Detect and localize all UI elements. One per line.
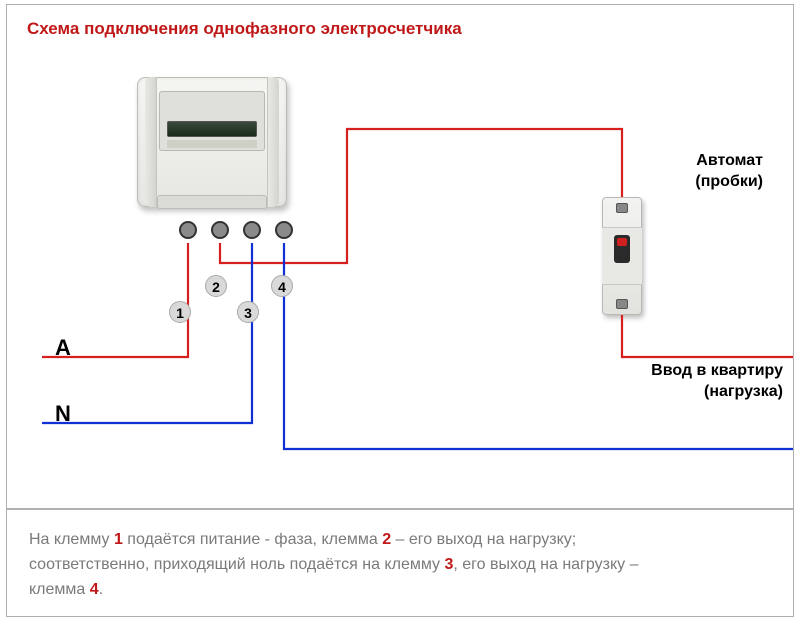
caption-line2: соответственно, приходящий ноль подаётся… xyxy=(29,553,771,578)
badge-2: 2 xyxy=(205,275,227,297)
caption-line1: На клемму 1 подаётся питание - фаза, кле… xyxy=(29,528,771,553)
breaker-switch xyxy=(614,235,630,263)
label-breaker-line2: (пробки) xyxy=(695,173,763,190)
label-load: Ввод в квартиру (нагрузка) xyxy=(651,361,783,403)
meter-label-strip xyxy=(167,140,257,148)
electric-meter xyxy=(137,77,287,212)
diagram-panel: Схема подключения однофазного электросче… xyxy=(6,4,794,509)
meter-rail-left xyxy=(145,77,157,207)
caption-num-1: 1 xyxy=(114,531,123,548)
caption-panel: На клемму 1 подаётся питание - фаза, кле… xyxy=(6,509,794,617)
badge-3: 3 xyxy=(237,301,259,323)
meter-terminal-cover xyxy=(157,195,267,209)
terminal-1 xyxy=(179,221,197,239)
diagram-title: Схема подключения однофазного электросче… xyxy=(27,19,462,39)
wiring-svg xyxy=(7,5,795,510)
wire-neutral-in xyxy=(42,243,252,423)
label-load-line2: (нагрузка) xyxy=(704,383,783,400)
meter-lcd xyxy=(167,121,257,137)
breaker-terminal-top xyxy=(616,203,628,213)
caption-num-2: 2 xyxy=(382,531,391,548)
label-breaker-line1: Автомат xyxy=(696,152,763,169)
terminal-4 xyxy=(275,221,293,239)
label-load-line1: Ввод в квартиру xyxy=(651,362,783,379)
badge-1: 1 xyxy=(169,301,191,323)
breaker-terminal-bottom xyxy=(616,299,628,309)
label-neutral-N: N xyxy=(55,401,71,427)
meter-rail-right xyxy=(267,77,279,207)
caption-line3: клемма 4. xyxy=(29,578,771,603)
terminal-3 xyxy=(243,221,261,239)
badge-4: 4 xyxy=(271,275,293,297)
label-phase-A: A xyxy=(55,335,71,361)
label-breaker: Автомат (пробки) xyxy=(695,151,763,193)
terminal-2 xyxy=(211,221,229,239)
wire-phase-to-load xyxy=(622,315,793,357)
wire-neutral-to-load xyxy=(284,243,793,449)
caption-num-4: 4 xyxy=(90,581,99,598)
circuit-breaker xyxy=(602,197,642,315)
